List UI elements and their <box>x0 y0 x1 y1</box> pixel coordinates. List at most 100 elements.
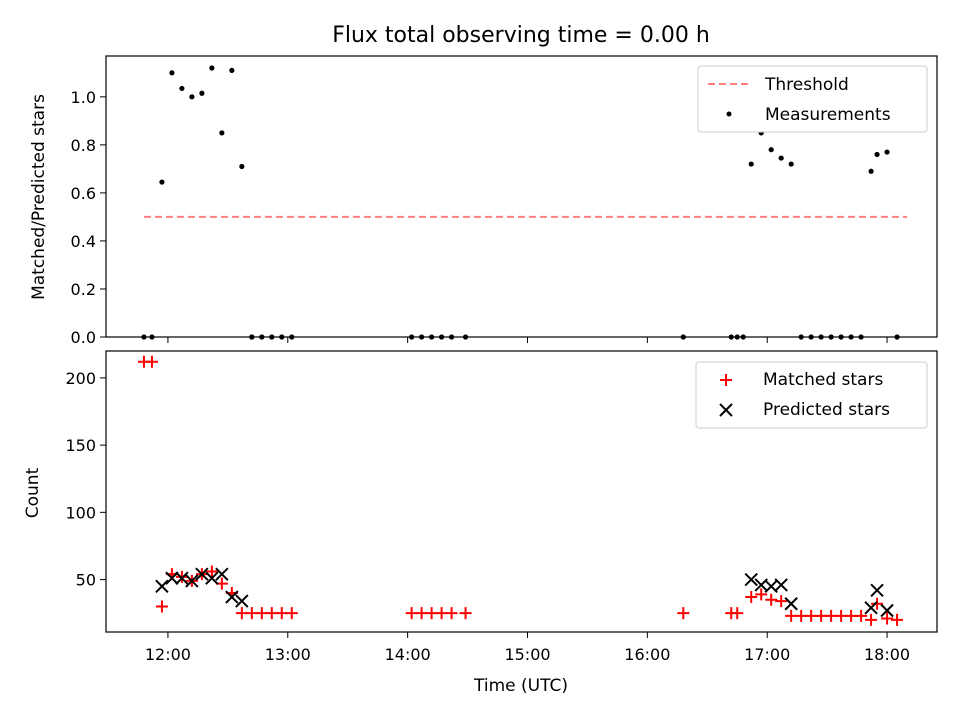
measurement-point <box>828 334 834 340</box>
legend-bottom: Matched stars Predicted stars <box>695 361 928 429</box>
measurement-point <box>419 334 425 340</box>
measurement-point <box>259 334 265 340</box>
measurement-point <box>239 163 245 170</box>
y-tick-label-bottom: 50 <box>76 571 96 590</box>
measurement-point <box>289 334 295 340</box>
legend-predicted-swatch <box>719 403 733 417</box>
measurement-point <box>189 94 195 100</box>
predicted-stars-point <box>784 597 798 611</box>
x-tick-label: 14:00 <box>385 645 431 664</box>
matched-stars-point <box>145 355 158 368</box>
measurement-point <box>209 65 215 71</box>
y-axis-label-bottom: Count <box>23 467 43 518</box>
plot-frame-top <box>105 55 938 338</box>
chart-title: Flux total observing time = 0.00 h <box>332 23 710 48</box>
x-tick-label: 13:00 <box>265 645 311 664</box>
measurement-point <box>141 334 147 340</box>
measurement-point <box>838 334 844 340</box>
measurement-point <box>808 334 814 340</box>
matched-stars-point <box>155 600 168 613</box>
measurement-point <box>169 70 175 76</box>
measurement-point <box>159 179 165 185</box>
x-axis-label: Time (UTC) <box>473 676 568 696</box>
matched-stars-point <box>459 607 472 620</box>
predicted-stars-point <box>175 571 189 585</box>
y-tick-label-top: 0.2 <box>71 280 96 299</box>
matched-stars-point <box>865 613 878 626</box>
x-tick-label: 18:00 <box>864 645 910 664</box>
matched-stars-point <box>891 613 904 626</box>
measurement-point <box>768 147 774 153</box>
measurement-point <box>409 334 415 340</box>
matched-stars-point <box>755 588 768 601</box>
y-tick-label-bottom: 200 <box>65 369 96 388</box>
matched-stars-point <box>445 607 458 620</box>
predicted-stars-point <box>235 594 249 608</box>
measurement-point <box>778 155 784 161</box>
legend-top-frame <box>697 65 928 133</box>
matched-stars-point <box>765 593 778 606</box>
predicted-stars-point <box>744 572 758 587</box>
flux-ratio-panel: 0.0 0.2 0.4 0.6 0.8 1.0 <box>71 55 938 347</box>
measurement-point <box>748 161 754 167</box>
y-tick-label-top: 0.4 <box>71 232 96 251</box>
measurement-point <box>798 334 804 340</box>
measurement-point <box>858 334 864 340</box>
matched-stars-point <box>745 591 758 604</box>
x-tick-label: 12:00 <box>145 645 191 664</box>
matched-stars-point <box>881 612 894 625</box>
measurement-point <box>868 168 874 174</box>
measurement-point <box>179 85 185 92</box>
measurement-point <box>462 334 469 340</box>
matched-stars-point <box>205 565 218 578</box>
predicted-stars-point <box>215 567 229 581</box>
star-count-panel: 12:00 13:00 14:00 15:00 16:00 17:00 18:00 50 100… <box>65 350 938 664</box>
predicted-stars-point <box>880 603 894 618</box>
matched-stars-point <box>775 595 788 608</box>
legend-measurements-swatch <box>726 111 732 117</box>
legend-matched-label: Matched stars <box>763 370 883 390</box>
measurement-point <box>728 334 734 340</box>
legend-matched-swatch <box>720 374 732 386</box>
measurement-point <box>894 334 900 340</box>
measurement-point <box>848 334 854 340</box>
y-tick-label-top: 1.0 <box>71 88 96 107</box>
matched-stars-point <box>285 607 298 620</box>
measurement-point <box>429 334 435 340</box>
measurement-point <box>249 334 255 340</box>
measurement-point <box>788 161 794 167</box>
measurement-point <box>740 334 746 340</box>
measurement-point <box>448 334 455 340</box>
measurement-point <box>734 334 740 340</box>
legend-bottom-frame <box>695 361 928 429</box>
x-tick-label: 17:00 <box>744 645 790 664</box>
measurement-point <box>219 130 225 136</box>
measurement-point <box>438 334 445 340</box>
x-tick-label: 15:00 <box>504 645 550 664</box>
legend-threshold-label: Threshold <box>764 75 849 95</box>
predicted-stars-point <box>165 571 179 585</box>
measurement-point <box>818 334 824 340</box>
y-tick-label-top: 0.6 <box>71 184 96 203</box>
predicted-stars-point <box>864 601 878 615</box>
predicted-stars-point <box>155 579 169 593</box>
matched-stars-point <box>731 607 744 620</box>
measurement-point <box>229 67 235 74</box>
predicted-stars-point <box>870 583 884 598</box>
measurement-point <box>279 334 285 340</box>
legend-measurements-label: Measurements <box>765 105 891 125</box>
predicted-stars-point <box>205 571 219 585</box>
y-axis-label-top: Matched/Predicted stars <box>29 94 49 300</box>
legend-top: Threshold Measurements <box>697 65 928 133</box>
measurement-point <box>149 334 155 340</box>
y-tick-label-top: 0.0 <box>71 328 96 347</box>
legend-predicted-label: Predicted stars <box>763 400 890 420</box>
measurement-point <box>874 151 880 158</box>
measurement-point <box>269 334 275 340</box>
plot-frame-bottom <box>105 350 938 633</box>
matched-stars-point <box>855 609 868 622</box>
y-tick-label-bottom: 150 <box>65 436 96 455</box>
y-tick-label-top: 0.8 <box>71 136 96 155</box>
matched-stars-point <box>677 607 690 620</box>
